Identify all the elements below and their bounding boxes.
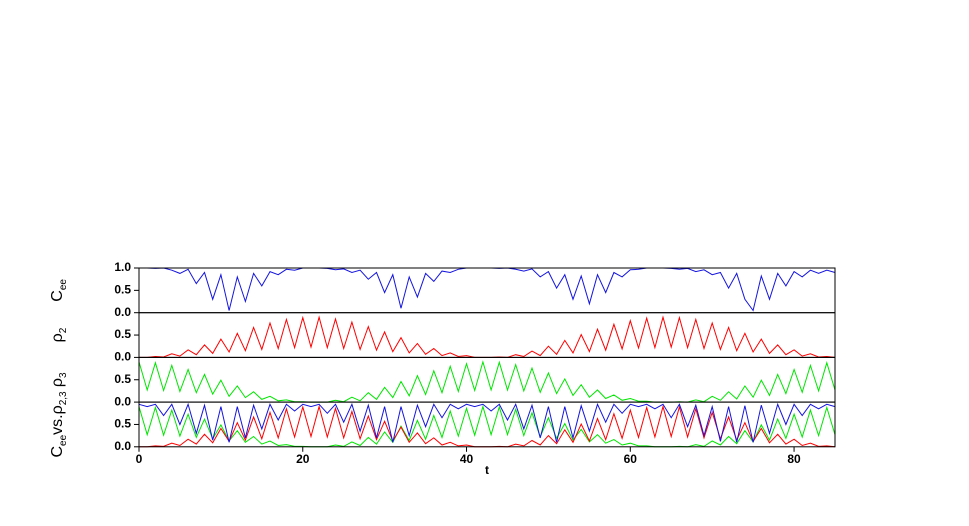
- x-tick-label: 80: [787, 452, 801, 466]
- x-tick-label: 0: [136, 452, 143, 466]
- y-tick-label: 0.0: [114, 394, 131, 408]
- y-label-text: C: [49, 446, 66, 458]
- y-tick-label: 0.0: [114, 439, 131, 453]
- y-tick-label: 1.0: [114, 260, 131, 274]
- data-line: [139, 404, 836, 448]
- y-tick-label: 0.0: [114, 305, 131, 319]
- y-label-subscript: 2,3: [58, 391, 69, 405]
- y-label-subscript: 2: [58, 327, 69, 333]
- y-label-subscript: ee: [58, 434, 69, 446]
- x-tick-label: 20: [296, 452, 310, 466]
- y-axis-label: Ceevs.ρ2,3: [49, 391, 68, 458]
- plot-frame: [138, 267, 836, 314]
- y-label-subscript: 3: [58, 372, 69, 378]
- y-label-subscript: ee: [58, 279, 69, 291]
- y-label-text: ρ: [49, 378, 66, 387]
- data-line: [139, 267, 836, 312]
- y-label-text: ρ: [49, 333, 66, 342]
- x-tick-label: 60: [624, 452, 638, 466]
- y-label-text: C: [49, 290, 66, 302]
- data-line: [139, 315, 836, 358]
- y-tick-label: 0.0: [114, 350, 131, 364]
- y-tick-label: 0.5: [114, 417, 131, 431]
- y-tick-label: 0.5: [114, 327, 131, 341]
- y-label-text: vs.ρ: [49, 405, 66, 435]
- data-line: [138, 360, 836, 403]
- plot-frame: [138, 312, 836, 358]
- data-line: [138, 402, 836, 443]
- y-axis-label: Cee: [49, 279, 68, 302]
- x-tick-label: 40: [460, 452, 474, 466]
- data-line: [138, 404, 836, 448]
- y-tick-label: 0.5: [114, 283, 131, 297]
- y-axis-label: ρ2: [49, 327, 68, 342]
- y-axis-label: ρ3: [49, 372, 68, 387]
- y-tick-label: 0.5: [114, 372, 131, 386]
- x-axis-label: t: [485, 463, 489, 477]
